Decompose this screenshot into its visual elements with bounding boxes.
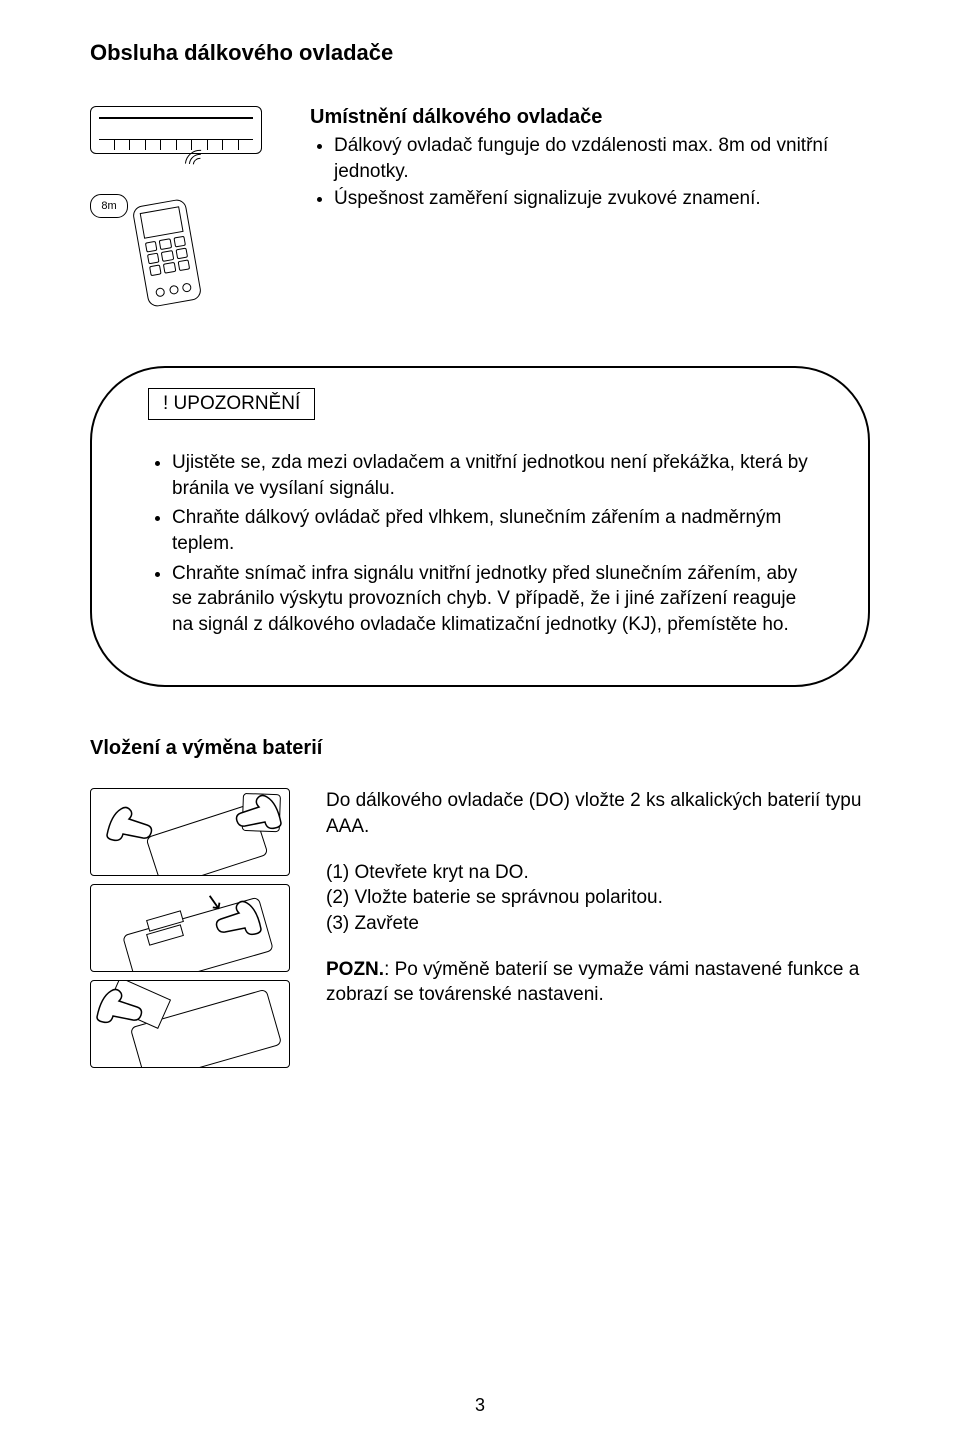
ac-unit-icon [90, 106, 262, 154]
warning-bullet: Chraňte snímač infra signálu vnitřní jed… [172, 561, 812, 638]
battery-illustration: ↘ [90, 788, 290, 1076]
page-number: 3 [0, 1395, 960, 1416]
placement-bullet: Úspešnost zaměření signalizuje zvukové z… [334, 186, 870, 212]
placement-section: 8m Umístnění dálkového ovladače Dálkový … [90, 106, 870, 316]
warning-bullet: Ujistěte se, zda mezi ovladačem a vnitřn… [172, 450, 812, 501]
warning-box: ! UPOZORNĚNÍ Ujistěte se, zda mezi ovlad… [90, 366, 870, 687]
battery-heading: Vložení a výměna baterií [90, 737, 870, 760]
battery-intro: Do dálkového ovladače (DO) vložte 2 ks a… [326, 788, 870, 839]
placement-heading: Umístnění dálkového ovladače [310, 106, 870, 129]
remote-icon [132, 198, 203, 308]
note-label: POZN. [326, 959, 384, 980]
battery-step3-illustration [90, 980, 290, 1068]
note-text: : Po výměně baterií se vymaže vámi nasta… [326, 959, 859, 1006]
hand-icon [231, 788, 290, 843]
placement-bullet: Dálkový ovladač funguje do vzdálenosti m… [334, 133, 870, 184]
warning-list: Ujistěte se, zda mezi ovladačem a vnitřn… [148, 450, 812, 637]
battery-steps: (1) Otevřete kryt na DO. (2) Vložte bate… [326, 860, 870, 937]
placement-list: Dálkový ovladač funguje do vzdálenosti m… [310, 133, 870, 212]
battery-step1-illustration [90, 788, 290, 876]
hand-icon [211, 889, 271, 949]
warning-bullet: Chraňte dálkový ovládač před vlhkem, slu… [172, 505, 812, 556]
battery-note: POZN.: Po výměně baterií se vymaže vámi … [326, 957, 870, 1008]
page-title: Obsluha dálkového ovladače [90, 40, 870, 66]
battery-step: (2) Vložte baterie se správnou polaritou… [326, 885, 870, 911]
battery-section: ↘ Do dálkového ovladače (DO) vložte 2 ks… [90, 788, 870, 1076]
hand-icon [90, 980, 147, 1037]
battery-step: (3) Zavřete [326, 911, 870, 937]
warning-label: ! UPOZORNĚNÍ [148, 388, 315, 420]
distance-bubble: 8m [90, 194, 128, 218]
remote-range-illustration: 8m [90, 106, 280, 316]
battery-step: (1) Otevřete kryt na DO. [326, 860, 870, 886]
battery-step2-illustration: ↘ [90, 884, 290, 972]
